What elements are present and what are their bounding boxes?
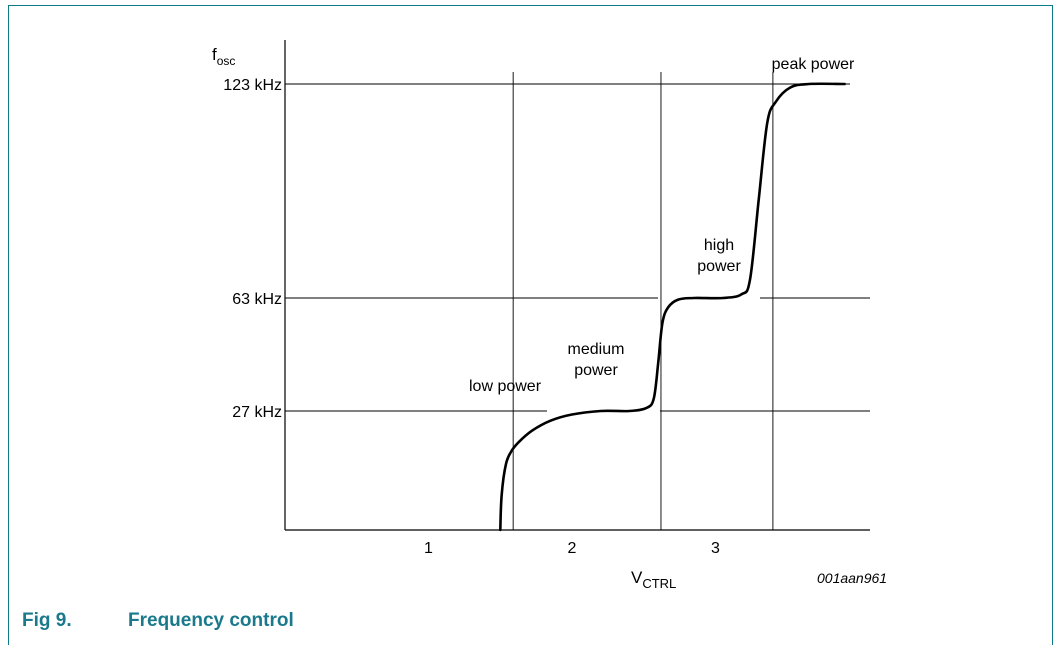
y-tick-labels: 27 kHz 63 kHz 123 kHz <box>223 77 282 421</box>
curve-annotations: low power medium power high power peak power <box>469 56 855 395</box>
annotation-4: peak power <box>772 56 855 73</box>
annotation-line: peak power <box>772 56 855 73</box>
figure-frame <box>8 5 1053 645</box>
y-tick-label: 63 kHz <box>232 291 282 308</box>
y-tick-label: 27 kHz <box>232 404 282 421</box>
frequency-chart: 27 kHz 63 kHz 123 kHz 1 2 3 low power medium p… <box>212 40 887 591</box>
x-tick-label: 3 <box>711 540 720 557</box>
figure-number: Fig 9. <box>22 610 72 631</box>
y-tick-label: 123 kHz <box>223 77 282 94</box>
x-axis-label-main: V <box>631 568 643 587</box>
annotation-1: low power <box>469 378 542 395</box>
annotation-2: medium power <box>568 341 625 379</box>
x-axis-label-sub: CTRL <box>642 576 676 591</box>
x-tick-label: 2 <box>568 540 577 557</box>
x-axis-label: VCTRL <box>631 568 676 591</box>
y-axis-label-sub: osc <box>217 54 236 68</box>
figure-id: 001aan961 <box>817 570 887 586</box>
x-tick-labels: 1 2 3 <box>424 540 720 557</box>
figure-caption: Fig 9. Frequency control <box>22 610 294 632</box>
annotation-line: low power <box>469 378 542 395</box>
annotation-line: power <box>697 258 741 275</box>
annotation-line: power <box>574 362 618 379</box>
annotation-3: high power <box>697 237 741 275</box>
grid-lines <box>285 72 870 530</box>
y-axis-label: fosc <box>212 45 235 68</box>
y-axis-label-main: f <box>212 45 217 64</box>
x-tick-label: 1 <box>424 540 433 557</box>
annotation-line: high <box>704 237 734 254</box>
annotation-line: medium <box>568 341 625 358</box>
figure-title: Frequency control <box>128 610 294 631</box>
frequency-curve <box>499 82 846 532</box>
